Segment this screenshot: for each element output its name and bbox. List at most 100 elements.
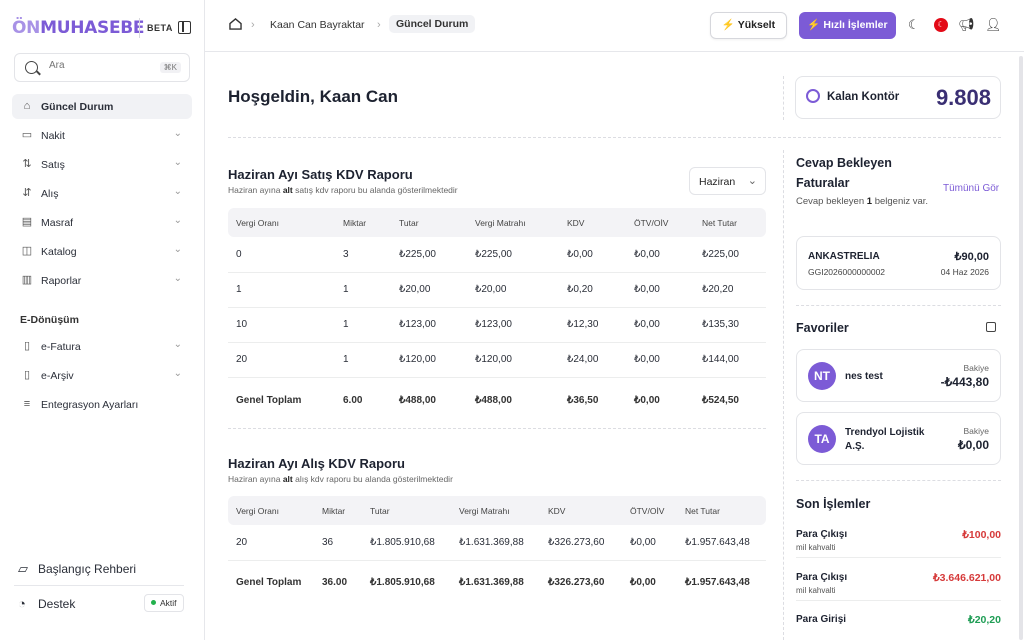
favorite-card[interactable]: TA Trendyol Lojistik A.Ş. Bakiye ₺0,00 xyxy=(796,412,1001,465)
support-icon: ◔ xyxy=(18,596,26,611)
expense-icon: ▤ xyxy=(21,216,33,228)
transaction-amount: ₺3.646.621,00 xyxy=(933,572,1001,584)
transaction-desc: mil kahvalti xyxy=(796,586,836,595)
breadcrumb-user[interactable]: Kaan Can Bayraktar xyxy=(270,19,365,31)
sales-kdv-table: Vergi Oranı Miktar Tutar Vergi Matrahı K… xyxy=(228,208,766,423)
subtitle-part: alt xyxy=(282,185,293,195)
table-cell: ₺120,00 xyxy=(391,342,467,378)
recent-transactions-title: Son İşlemler xyxy=(796,497,871,511)
sidebar-item-raporlar[interactable]: ▥ Raporlar ⌄ xyxy=(12,268,192,293)
logo[interactable]: ÖNMUHASEBE xyxy=(12,18,145,38)
subtitle-part: satış kdv raporu bu alanda gösterilmekte… xyxy=(292,185,458,195)
home-icon[interactable] xyxy=(229,18,242,30)
guide-label: Başlangıç Rehberi xyxy=(38,562,137,576)
sales-arrows-icon: ⇅ xyxy=(22,158,32,170)
balance-value: -₺443,80 xyxy=(940,375,989,389)
credit-label: Kalan Kontör xyxy=(827,91,900,103)
sidebar-item-label: Raporlar xyxy=(41,275,82,287)
purchase-report-subtitle: Haziran ayına alt alış kdv raporu bu ala… xyxy=(228,474,453,484)
archive-icon: ▯ xyxy=(23,369,31,381)
sidebar-item-entegrasyon[interactable]: ≡ Entegrasyon Ayarları xyxy=(12,392,192,417)
transaction-item[interactable]: Para Çıkışı mil kahvalti ₺3.646.621,00 xyxy=(796,565,1001,601)
column-header: Vergi Matrahı xyxy=(467,208,559,237)
column-header: KDV xyxy=(540,496,622,525)
table-cell: ₺0,00 xyxy=(634,394,660,406)
divider xyxy=(796,305,1001,306)
status-badge: Aktif xyxy=(144,594,184,612)
table-cell: Genel Toplam xyxy=(236,394,302,406)
table-total-row: Genel Toplam 36.00 ₺1.805.910,68 ₺1.631.369… xyxy=(228,560,766,604)
table-cell: 1 xyxy=(228,272,335,308)
subtitle-part: Haziran ayına xyxy=(228,185,283,195)
guide-link[interactable]: ▱ Başlangıç Rehberi xyxy=(18,561,136,577)
upgrade-button[interactable]: ⚡ Yükselt xyxy=(710,12,787,39)
table-cell: 1 xyxy=(335,307,391,343)
transaction-item[interactable]: Para Girişi ₺20,20 xyxy=(796,607,1001,643)
table-row: 20 36 ₺1.805.910,68 ₺1.631.369,88 ₺326.273,6… xyxy=(228,525,766,561)
title-part: Faturalar xyxy=(796,176,850,190)
table-cell: ₺326.273,60 xyxy=(540,525,622,561)
pending-invoice-card[interactable]: ANKASTRELIA GGI2026000000002 ₺90,00 04 H… xyxy=(796,236,1001,290)
sidebar-item-e-arsiv[interactable]: ▯ e-Arşiv ⌄ xyxy=(12,363,192,388)
sidebar-item-alis[interactable]: ⇵ Alış ⌄ xyxy=(12,181,192,206)
table-cell: ₺20,00 xyxy=(467,272,559,308)
pie-chart-icon xyxy=(806,89,820,103)
text-part: Cevap bekleyen xyxy=(796,196,867,207)
table-row: 10 1 ₺123,00 ₺123,00 ₺12,30 ₺0,00 ₺135,30 xyxy=(228,307,766,343)
user-icon[interactable]: 👤︎ xyxy=(985,17,1002,32)
table-cell: 6.00 xyxy=(343,394,363,406)
search-box[interactable]: ⌘K xyxy=(14,53,190,82)
table-cell: ₺1.957.643,48 xyxy=(685,576,750,588)
pending-invoices-title: Cevap Bekleyen xyxy=(796,156,892,170)
table-cell: ₺1.631.369,88 xyxy=(459,576,524,588)
see-all-link[interactable]: Tümünü Gör xyxy=(943,183,1000,194)
sidebar-item-nakit[interactable]: ▭ Nakit ⌄ xyxy=(12,123,192,148)
table-cell: 36 xyxy=(314,525,362,561)
month-select[interactable]: Haziran ⌄ xyxy=(689,167,766,195)
table-cell: ₺144,00 xyxy=(694,342,766,378)
chevron-down-icon: ⌄ xyxy=(173,368,182,379)
sidebar-item-e-fatura[interactable]: ▯ e-Fatura ⌄ xyxy=(12,334,192,359)
upgrade-label: Yükselt xyxy=(737,19,776,31)
sidebar-item-satis[interactable]: ⇅ Satış ⌄ xyxy=(12,152,192,177)
sidebar-item-label: e-Fatura xyxy=(41,341,81,353)
chevron-down-icon: ⌄ xyxy=(173,244,182,255)
table-cell: ₺0,00 xyxy=(630,576,656,588)
sidebar-toggle-icon[interactable] xyxy=(178,21,191,34)
chevron-down-icon: ⌄ xyxy=(173,128,182,139)
breadcrumb-current: Güncel Durum xyxy=(389,15,476,33)
sidebar-item-label: Masraf xyxy=(41,217,74,229)
table-cell: ₺20,20 xyxy=(694,272,766,308)
balance-label: Bakiye xyxy=(963,426,989,436)
quick-actions-button[interactable]: ⚡ Hızlı İşlemler xyxy=(799,12,896,39)
subtitle-part: alt xyxy=(282,474,293,484)
sidebar-item-katalog[interactable]: ◫ Katalog ⌄ xyxy=(12,239,192,264)
moon-icon[interactable]: ☾ xyxy=(908,17,920,32)
section-title-e-donusum: E-Dönüşüm xyxy=(20,314,79,326)
logo-divider xyxy=(139,18,140,38)
table-cell: ₺1.631.369,88 xyxy=(451,525,540,561)
favorite-card[interactable]: NT nes test Bakiye -₺443,80 xyxy=(796,349,1001,402)
sidebar-item-label: Nakit xyxy=(41,130,65,142)
table-cell: 20 xyxy=(228,525,314,561)
title-part: Cevap Bekleyen xyxy=(796,156,892,170)
shortcut-hint: ⌘K xyxy=(159,62,181,73)
text-part: belgeniz var. xyxy=(872,196,929,207)
scrollbar[interactable] xyxy=(1019,56,1023,640)
favorite-name: nes test xyxy=(845,371,883,382)
search-input[interactable] xyxy=(49,60,149,71)
megaphone-icon[interactable]: 📢︎ xyxy=(958,17,975,32)
table-cell: ₺0,00 xyxy=(626,272,694,308)
column-header: KDV xyxy=(559,208,626,237)
purchase-report-title: Haziran Ayı Alış KDV Raporu xyxy=(228,456,405,471)
column-header: Miktar xyxy=(335,208,391,237)
external-link-icon[interactable] xyxy=(986,322,996,332)
sidebar-item-label: Alış xyxy=(41,188,59,200)
turkish-flag-icon[interactable]: ☾ xyxy=(934,18,948,32)
chart-icon: ▥ xyxy=(21,274,33,286)
support-link[interactable]: ◔ Destek xyxy=(18,596,75,611)
sidebar-item-guncel-durum[interactable]: ⌂ Güncel Durum xyxy=(12,94,192,119)
favorite-name: Trendyol Lojistik xyxy=(845,427,925,438)
sidebar-item-masraf[interactable]: ▤ Masraf ⌄ xyxy=(12,210,192,235)
transaction-item[interactable]: Para Çıkışı mil kahvalti ₺100,00 xyxy=(796,522,1001,558)
